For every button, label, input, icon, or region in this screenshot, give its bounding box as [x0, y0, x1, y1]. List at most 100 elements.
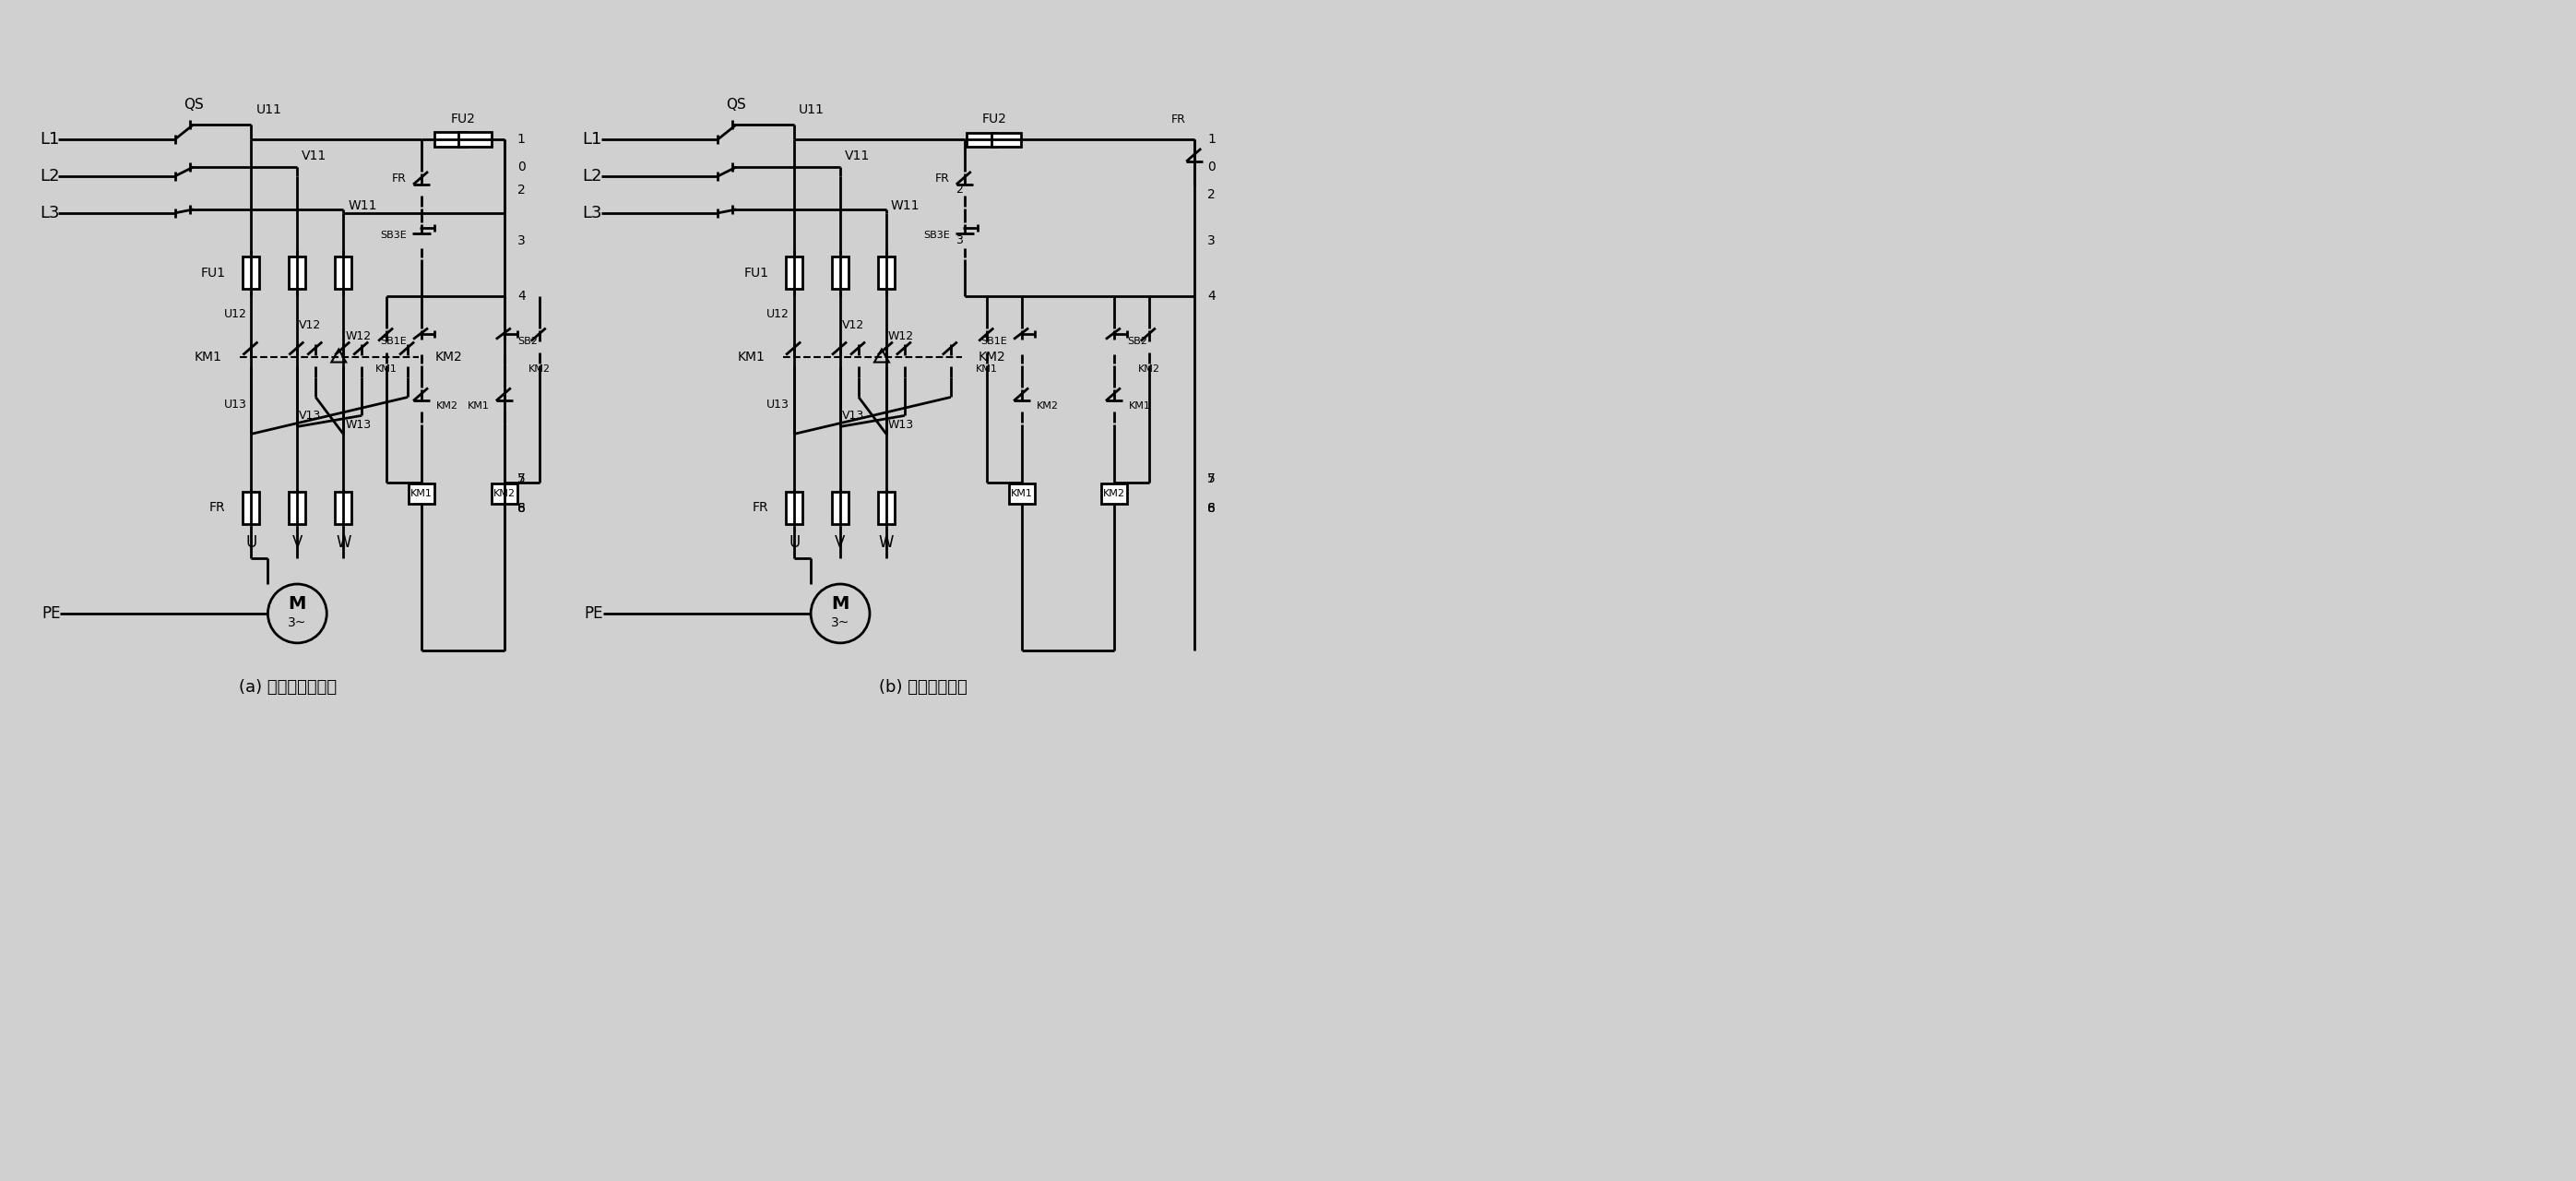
Text: 2: 2: [956, 184, 963, 196]
Text: L3: L3: [582, 204, 603, 221]
Text: KM2: KM2: [979, 351, 1005, 363]
Text: FR: FR: [935, 172, 951, 185]
Text: W13: W13: [345, 419, 371, 431]
Text: V12: V12: [299, 319, 322, 332]
Text: KM2: KM2: [1139, 364, 1159, 373]
Text: KM1: KM1: [410, 489, 433, 498]
Text: 3: 3: [956, 235, 963, 247]
Text: (b) 双重互锁电路: (b) 双重互锁电路: [878, 679, 966, 696]
Text: L3: L3: [39, 204, 59, 221]
Text: KM1: KM1: [737, 351, 765, 363]
Bar: [410, 484, 435, 504]
Bar: [459, 132, 492, 146]
Text: 5: 5: [1208, 472, 1216, 485]
Bar: [878, 256, 894, 289]
Text: FR: FR: [752, 501, 768, 514]
Bar: [433, 132, 466, 146]
Text: V11: V11: [845, 150, 871, 163]
Text: 7: 7: [1208, 472, 1216, 485]
Text: QS: QS: [183, 98, 204, 111]
Text: FR: FR: [392, 172, 407, 185]
Text: V13: V13: [299, 410, 322, 422]
Text: SB3E: SB3E: [922, 230, 951, 240]
Text: SB2: SB2: [518, 337, 538, 346]
Text: FU2: FU2: [451, 112, 477, 125]
Text: W: W: [878, 534, 894, 550]
Text: KM1: KM1: [1128, 402, 1151, 411]
Text: KM1: KM1: [976, 364, 997, 373]
Text: 3~: 3~: [832, 616, 850, 629]
Text: U: U: [788, 534, 801, 550]
Text: 6: 6: [1208, 502, 1216, 515]
Text: SB3E: SB3E: [381, 230, 407, 240]
Text: U13: U13: [224, 398, 247, 411]
Text: U13: U13: [768, 398, 791, 411]
Text: L1: L1: [39, 131, 59, 148]
Bar: [289, 256, 307, 289]
Text: U12: U12: [224, 308, 247, 320]
Bar: [335, 256, 350, 289]
Bar: [335, 491, 350, 523]
Text: PE: PE: [41, 605, 59, 622]
Text: FU1: FU1: [744, 267, 768, 280]
Text: FU2: FU2: [981, 112, 1007, 125]
Text: 5: 5: [518, 472, 526, 485]
Bar: [786, 256, 804, 289]
Text: 3: 3: [1208, 234, 1216, 247]
Text: W11: W11: [348, 200, 376, 213]
Bar: [1010, 484, 1036, 504]
Text: PE: PE: [585, 605, 603, 622]
Text: 7: 7: [518, 472, 526, 485]
Text: U11: U11: [255, 104, 281, 117]
Text: QS: QS: [726, 98, 747, 111]
Text: V: V: [291, 534, 301, 550]
Bar: [786, 491, 804, 523]
Text: FR: FR: [209, 501, 227, 514]
Text: U11: U11: [799, 104, 824, 117]
Bar: [242, 491, 260, 523]
Bar: [878, 491, 894, 523]
Bar: [289, 491, 307, 523]
Text: L2: L2: [582, 168, 603, 184]
Text: W13: W13: [889, 419, 914, 431]
Text: V11: V11: [301, 150, 327, 163]
Text: W11: W11: [891, 200, 920, 213]
Text: 2: 2: [518, 183, 526, 196]
Text: KM1: KM1: [376, 364, 397, 373]
Bar: [966, 132, 997, 146]
Text: 4: 4: [1208, 289, 1216, 302]
Text: U: U: [245, 534, 258, 550]
Bar: [1100, 484, 1126, 504]
Text: V12: V12: [842, 319, 866, 332]
Bar: [992, 132, 1020, 146]
Text: SB2: SB2: [1126, 337, 1146, 346]
Bar: [492, 484, 518, 504]
Text: W: W: [335, 534, 350, 550]
Text: 2: 2: [1208, 188, 1216, 201]
Text: KM2: KM2: [435, 351, 464, 363]
Text: 3: 3: [518, 234, 526, 247]
Text: 6: 6: [518, 502, 526, 515]
Text: U12: U12: [768, 308, 791, 320]
Text: W12: W12: [889, 331, 914, 342]
Text: L1: L1: [582, 131, 603, 148]
Text: (a) 接触器互锁电路: (a) 接触器互锁电路: [240, 679, 337, 696]
Text: KM1: KM1: [469, 402, 489, 411]
Text: KM2: KM2: [1036, 402, 1059, 411]
Text: L2: L2: [39, 168, 59, 184]
Text: SB1E: SB1E: [981, 337, 1007, 346]
Text: KM2: KM2: [492, 489, 515, 498]
Text: FU1: FU1: [201, 267, 227, 280]
Bar: [242, 256, 260, 289]
Text: 8: 8: [518, 502, 526, 515]
Text: M: M: [832, 595, 850, 613]
Text: 0: 0: [1208, 161, 1216, 174]
Text: M: M: [289, 595, 307, 613]
Bar: [832, 256, 848, 289]
Bar: [832, 491, 848, 523]
Text: KM2: KM2: [1103, 489, 1126, 498]
Text: KM1: KM1: [193, 351, 222, 363]
Text: 3~: 3~: [289, 616, 307, 629]
Text: 1: 1: [1208, 133, 1216, 145]
Text: W12: W12: [345, 331, 371, 342]
